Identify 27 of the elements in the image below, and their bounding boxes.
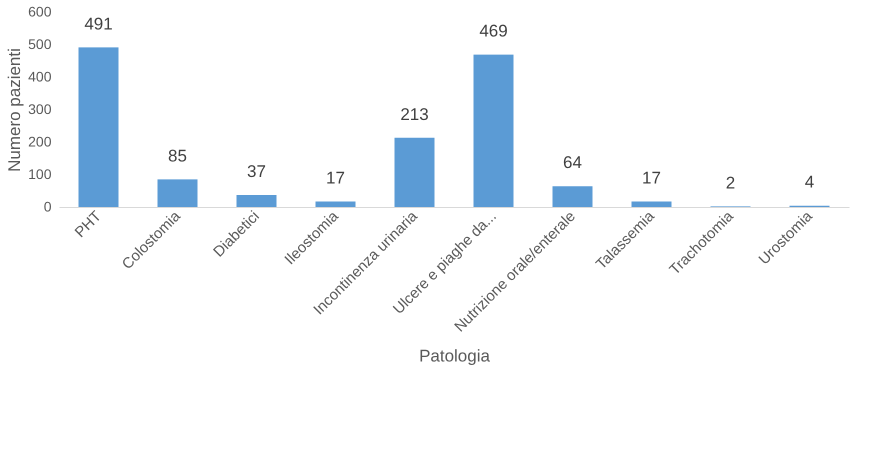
- data-label: 491: [84, 14, 113, 34]
- bar: [158, 179, 198, 207]
- data-label: 4: [804, 172, 814, 192]
- bar: [552, 186, 592, 207]
- y-tick-label: 300: [28, 101, 52, 117]
- bar: [236, 194, 276, 207]
- data-label: 17: [642, 168, 661, 188]
- x-axis-title: Patologia: [419, 346, 490, 366]
- bar: [316, 201, 356, 207]
- data-label: 17: [326, 168, 345, 188]
- bar: [78, 47, 118, 207]
- data-label: 85: [168, 146, 187, 166]
- y-tick-label: 400: [28, 68, 52, 84]
- y-tick-label: 500: [28, 36, 52, 52]
- y-tick-label: 600: [28, 4, 52, 20]
- bar: [474, 54, 514, 207]
- y-axis-title: Numero pazienti: [5, 48, 24, 172]
- bar: [394, 138, 434, 207]
- bar: [632, 201, 672, 207]
- data-label: 37: [247, 162, 266, 181]
- data-label: 469: [479, 22, 508, 41]
- data-label: 64: [563, 153, 582, 172]
- data-label: 2: [726, 173, 736, 192]
- y-tick-label: 100: [28, 166, 52, 182]
- y-tick-label: 0: [44, 198, 52, 214]
- data-label: 213: [400, 104, 429, 124]
- y-tick-label: 200: [28, 134, 52, 150]
